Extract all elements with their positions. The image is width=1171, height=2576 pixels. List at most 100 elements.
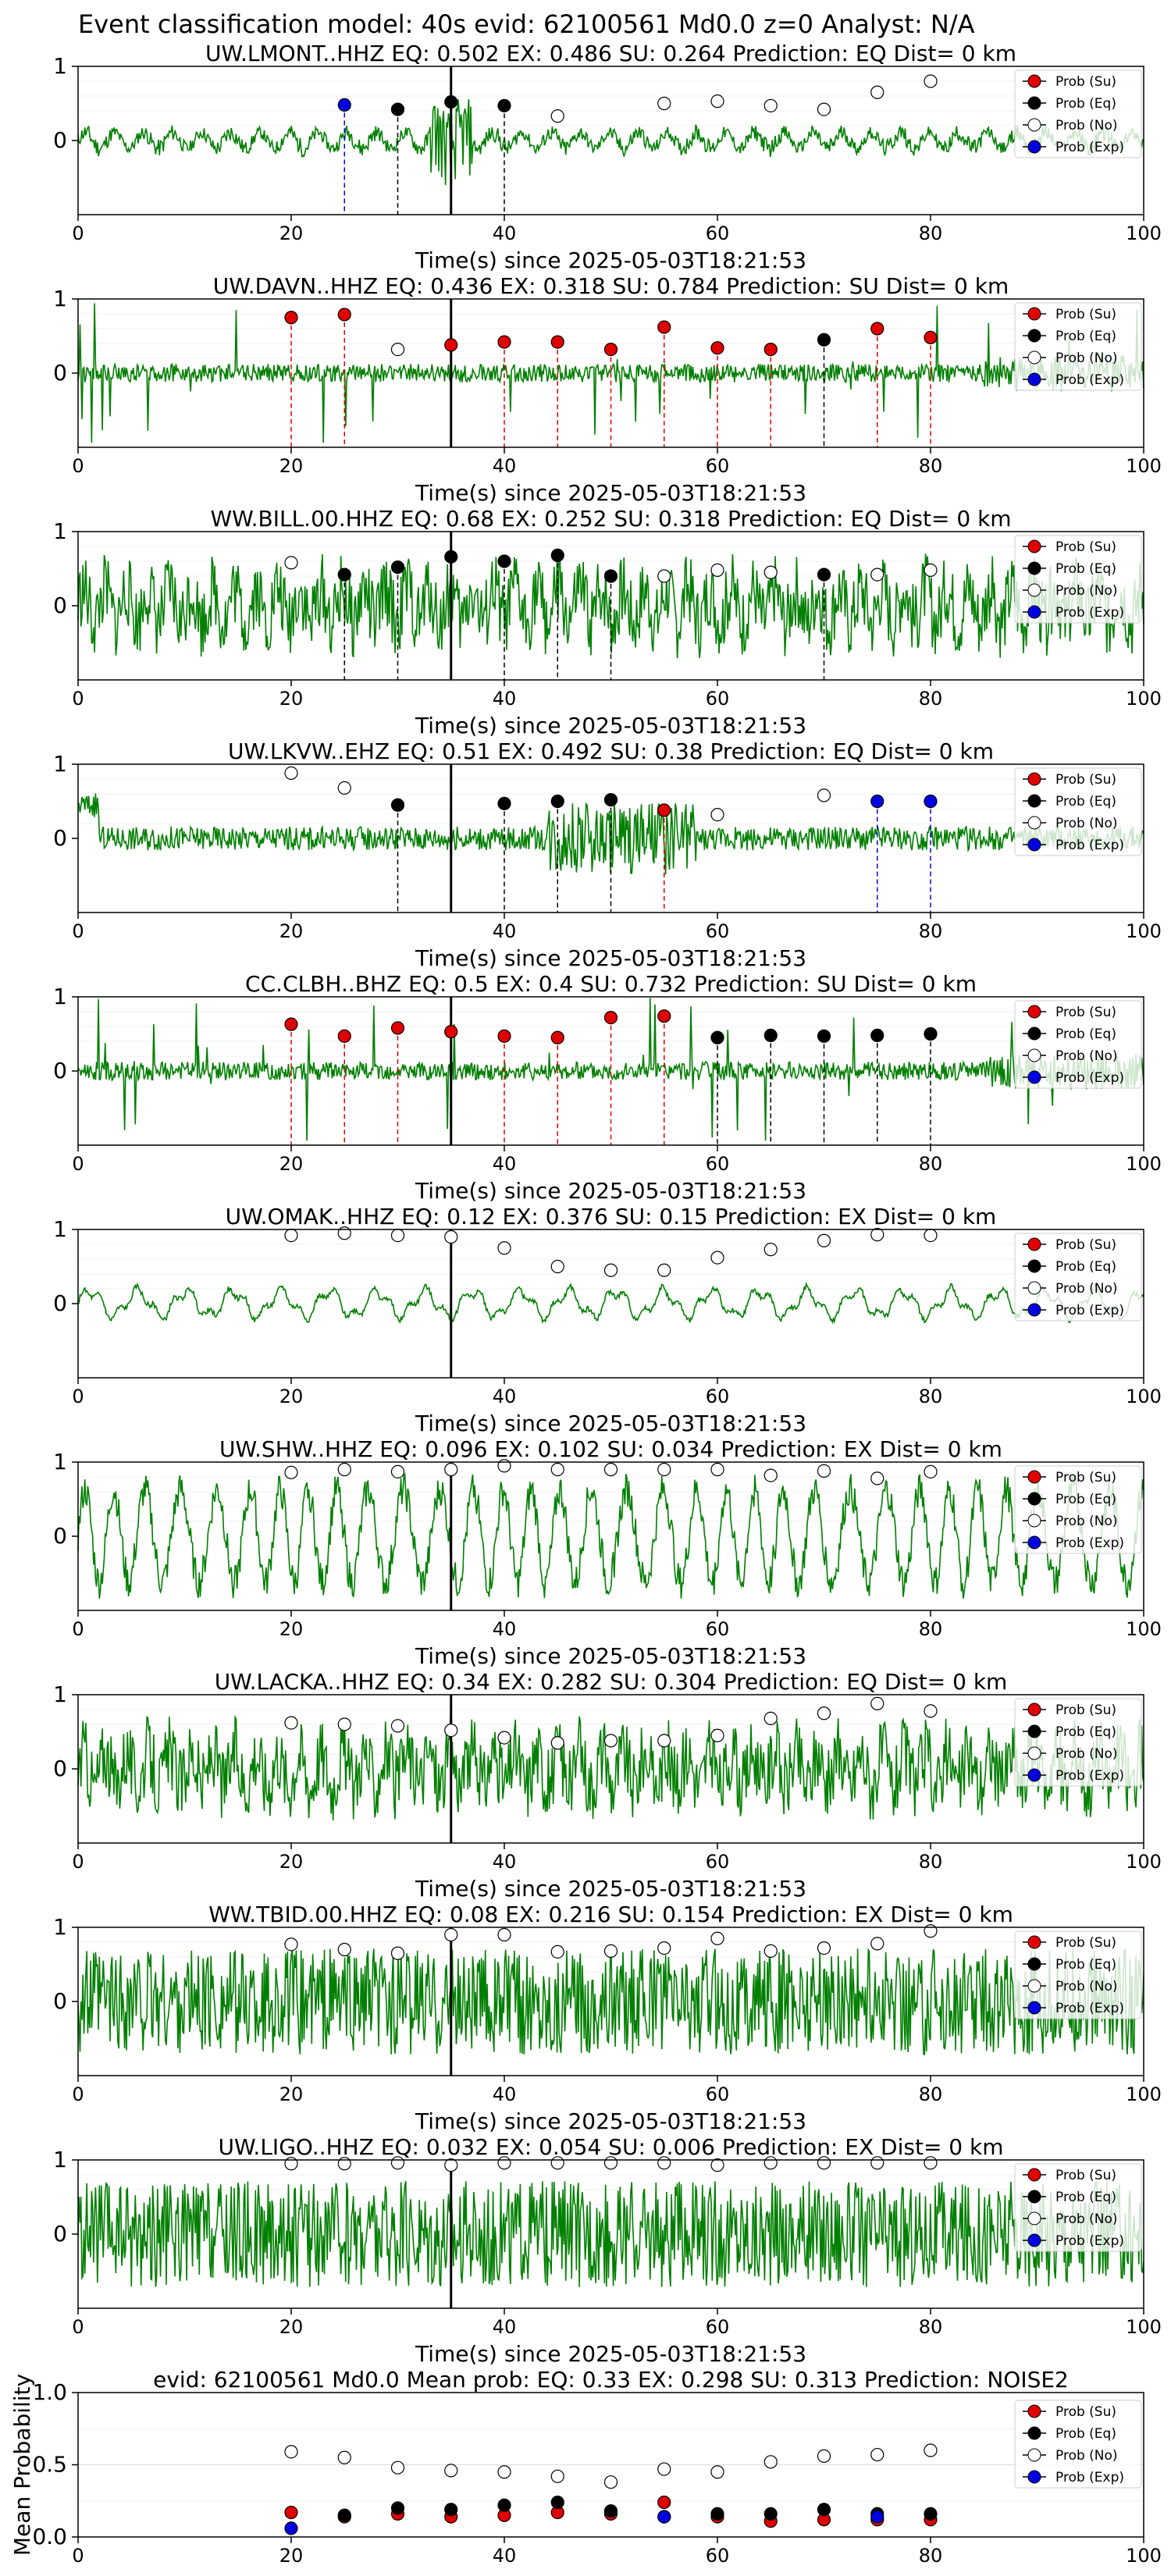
point-no-9 — [763, 1243, 778, 1257]
x-tick-label: 60 — [706, 1851, 730, 1873]
seismogram-trace — [77, 1948, 1144, 2055]
point-no-5 — [924, 563, 938, 578]
x-tick-label: 80 — [919, 455, 943, 477]
point-su-1 — [337, 1029, 351, 1043]
legend-label-eq: Prob (Eq) — [1055, 2426, 1116, 2442]
legend-marker-no — [1027, 118, 1041, 132]
point-no-5 — [550, 1259, 564, 1274]
x-tick-label: 100 — [1126, 2083, 1162, 2105]
legend-marker-eq — [1027, 1259, 1041, 1273]
x-tick-label: 0 — [72, 1618, 84, 1640]
point-no-3 — [817, 788, 831, 802]
legend-marker-eq — [1027, 1026, 1041, 1041]
point-no-4 — [497, 2156, 511, 2170]
y-tick-label: 1 — [53, 1681, 67, 1707]
x-tick-label: 20 — [279, 2545, 304, 2567]
point-eq-3 — [870, 1028, 884, 1043]
legend-marker-no — [1027, 2448, 1041, 2462]
point-exp-0 — [337, 98, 351, 112]
x-tick-label: 100 — [1126, 222, 1162, 244]
x-axis-label: Time(s) since 2025-05-03T18:21:53 — [415, 945, 806, 971]
point-no-12 — [924, 1704, 938, 1718]
point-eq-2 — [817, 1029, 831, 1043]
point-su-4 — [550, 335, 564, 349]
panel-3: WW.BILL.00.HHZ EQ: 0.68 EX: 0.252 SU: 0.… — [53, 506, 1162, 738]
point-no-12 — [924, 1924, 938, 1938]
x-tick-label: 0 — [72, 688, 84, 710]
panel-title: UW.OMAK..HHZ EQ: 0.12 EX: 0.376 SU: 0.15… — [226, 1204, 997, 1229]
point-su-10 — [924, 330, 938, 344]
point-no-5 — [870, 85, 884, 99]
legend-label-su: Prob (Su) — [1055, 74, 1116, 90]
x-tick-label: 100 — [1126, 1153, 1162, 1175]
point-no-10 — [817, 2449, 831, 2463]
legend — [1014, 2400, 1142, 2489]
legend-label-eq: Prob (Eq) — [1055, 1957, 1116, 1973]
point-no-6 — [603, 2475, 618, 2489]
x-tick-label: 20 — [279, 1386, 304, 1407]
legend — [1014, 767, 1142, 856]
point-no-7 — [657, 2156, 671, 2170]
legend-label-su: Prob (Su) — [1055, 307, 1116, 322]
legend — [1014, 1465, 1142, 1554]
legend-label-exp: Prob (Exp) — [1055, 2001, 1124, 2016]
legend-marker-eq — [1027, 1957, 1041, 1971]
point-no-4 — [497, 1731, 511, 1745]
x-tick-label: 60 — [706, 2545, 730, 2567]
point-no-5 — [550, 2469, 564, 2483]
legend-label-su: Prob (Su) — [1055, 1237, 1116, 1253]
y-tick-label: 0.5 — [32, 2452, 67, 2478]
panel-8: UW.LACKA..HHZ EQ: 0.34 EX: 0.282 SU: 0.3… — [53, 1669, 1162, 1902]
point-no-10 — [817, 1941, 831, 1955]
legend-marker-exp — [1027, 372, 1041, 386]
point-no-6 — [924, 74, 938, 88]
legend-marker-exp — [1027, 1768, 1041, 1782]
x-tick-label: 80 — [919, 1851, 943, 1873]
point-no-9 — [763, 1944, 778, 1958]
y-tick-label: 0 — [53, 1290, 67, 1316]
point-su-7 — [657, 1009, 671, 1023]
panels: UW.LMONT..HHZ EQ: 0.502 EX: 0.486 SU: 0.… — [9, 41, 1162, 2567]
legend-label-su: Prob (Su) — [1055, 2168, 1116, 2183]
legend-label-no: Prob (No) — [1055, 350, 1118, 366]
point-no-4 — [817, 102, 831, 116]
x-tick-label: 40 — [493, 1618, 517, 1640]
point-no-9 — [763, 2156, 778, 2170]
point-eq-3 — [497, 554, 511, 568]
x-tick-label: 0 — [72, 455, 84, 477]
point-no-8 — [710, 1931, 724, 1945]
x-axis-label: Time(s) since 2025-05-03T18:21:53 — [415, 1178, 806, 1204]
legend-marker-exp — [1027, 140, 1041, 154]
x-axis-label: Time(s) since 2025-05-03T18:21:53 — [415, 2341, 806, 2367]
point-eq-2 — [497, 98, 511, 112]
y-tick-label: 0 — [53, 592, 67, 618]
x-tick-label: 40 — [493, 2083, 517, 2105]
x-tick-label: 0 — [72, 2545, 84, 2567]
legend-label-eq: Prob (Eq) — [1055, 2190, 1116, 2205]
y-tick-label: 0 — [53, 1756, 67, 1781]
point-eq-1 — [444, 95, 458, 109]
point-no-3 — [444, 1462, 458, 1477]
legend-marker-su — [1027, 1005, 1041, 1019]
point-no-1 — [337, 1462, 351, 1477]
point-su-0 — [284, 1017, 298, 1031]
point-no-3 — [763, 98, 778, 112]
x-tick-label: 60 — [706, 1618, 730, 1640]
point-su-2 — [444, 338, 458, 352]
panel-title: WW.TBID.00.HHZ EQ: 0.08 EX: 0.216 SU: 0.… — [208, 1902, 1013, 1927]
x-axis-label: Time(s) since 2025-05-03T18:21:53 — [415, 1411, 806, 1436]
point-no-4 — [497, 1459, 511, 1473]
point-no-3 — [444, 2464, 458, 2478]
point-eq-5 — [603, 2504, 618, 2518]
x-axis-label: Time(s) since 2025-05-03T18:21:53 — [415, 713, 806, 738]
x-tick-label: 60 — [706, 920, 730, 942]
point-exp-0 — [284, 2521, 298, 2535]
panel-title: UW.DAVN..HHZ EQ: 0.436 EX: 0.318 SU: 0.7… — [213, 273, 1009, 299]
seismogram-trace — [77, 1281, 1144, 1325]
x-tick-label: 40 — [493, 222, 517, 244]
point-no-5 — [550, 2156, 564, 2170]
point-no-2 — [390, 1719, 405, 1733]
point-su-4 — [497, 1029, 511, 1043]
x-tick-label: 80 — [919, 222, 943, 244]
